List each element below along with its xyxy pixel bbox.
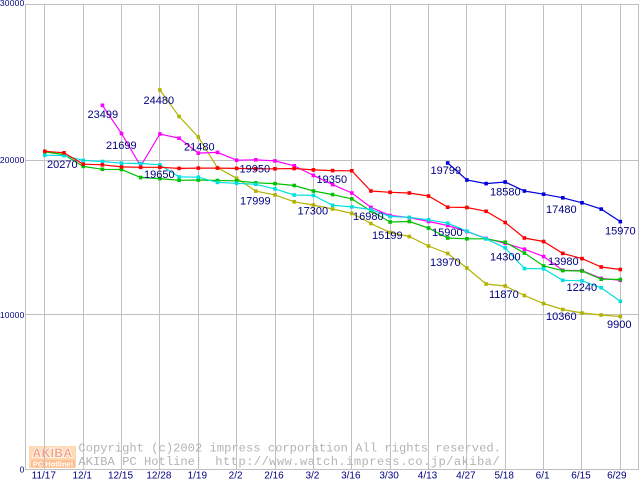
svg-text:0: 0 (20, 464, 25, 474)
svg-text:1/19: 1/19 (188, 470, 208, 480)
svg-text:12/1: 12/1 (72, 470, 92, 480)
svg-text:PC Hotline!: PC Hotline! (33, 459, 73, 468)
svg-text:15199: 15199 (372, 230, 403, 242)
svg-text:18580: 18580 (490, 186, 521, 198)
svg-text:30000: 30000 (0, 0, 25, 8)
svg-text:19350: 19350 (317, 174, 348, 186)
svg-text:13970: 13970 (430, 257, 461, 269)
svg-text:10000: 10000 (0, 310, 25, 320)
svg-text:3/2: 3/2 (305, 470, 319, 480)
svg-text:4/27: 4/27 (456, 470, 476, 480)
svg-text:2/16: 2/16 (264, 470, 284, 480)
svg-text:6/29: 6/29 (607, 470, 627, 480)
svg-text:23499: 23499 (88, 109, 119, 121)
svg-text:20000: 20000 (0, 155, 25, 165)
svg-text:14300: 14300 (490, 252, 521, 264)
svg-text:9900: 9900 (607, 319, 631, 331)
svg-text:6/15: 6/15 (571, 470, 591, 480)
svg-text:12/15: 12/15 (108, 470, 133, 480)
svg-text:20270: 20270 (47, 159, 78, 171)
svg-text:15970: 15970 (605, 226, 636, 238)
svg-text:21699: 21699 (106, 140, 137, 152)
svg-text:16980: 16980 (353, 211, 384, 223)
svg-text:13980: 13980 (548, 256, 579, 268)
svg-text:19950: 19950 (240, 163, 271, 175)
svg-text:12/28: 12/28 (146, 470, 171, 480)
svg-text:http://www.watch.impress.co.jp: http://www.watch.impress.co.jp/akiba/ (215, 455, 500, 469)
svg-text:11870: 11870 (489, 289, 519, 301)
svg-text:12240: 12240 (567, 282, 598, 294)
svg-text:6/1: 6/1 (536, 470, 550, 480)
svg-text:19650: 19650 (144, 169, 175, 181)
svg-text:3/16: 3/16 (341, 470, 361, 480)
svg-text:24480: 24480 (144, 95, 175, 107)
svg-text:15900: 15900 (432, 227, 463, 239)
svg-text:Copyright (c)2002 impress corp: Copyright (c)2002 impress corporation Al… (78, 441, 501, 455)
svg-text:17999: 17999 (240, 195, 271, 207)
svg-text:AKIBA PC Hotline!: AKIBA PC Hotline! (78, 455, 202, 469)
svg-text:11/17: 11/17 (32, 470, 57, 480)
svg-text:21480: 21480 (184, 142, 215, 154)
svg-text:10360: 10360 (546, 311, 577, 323)
svg-text:5/18: 5/18 (494, 470, 514, 480)
svg-text:4/13: 4/13 (418, 470, 438, 480)
svg-text:17480: 17480 (546, 204, 577, 216)
svg-text:AKIBA: AKIBA (33, 446, 73, 460)
svg-text:19799: 19799 (431, 165, 462, 177)
svg-text:17300: 17300 (298, 206, 329, 218)
svg-text:3/30: 3/30 (379, 470, 399, 480)
svg-text:2/2: 2/2 (229, 470, 243, 480)
